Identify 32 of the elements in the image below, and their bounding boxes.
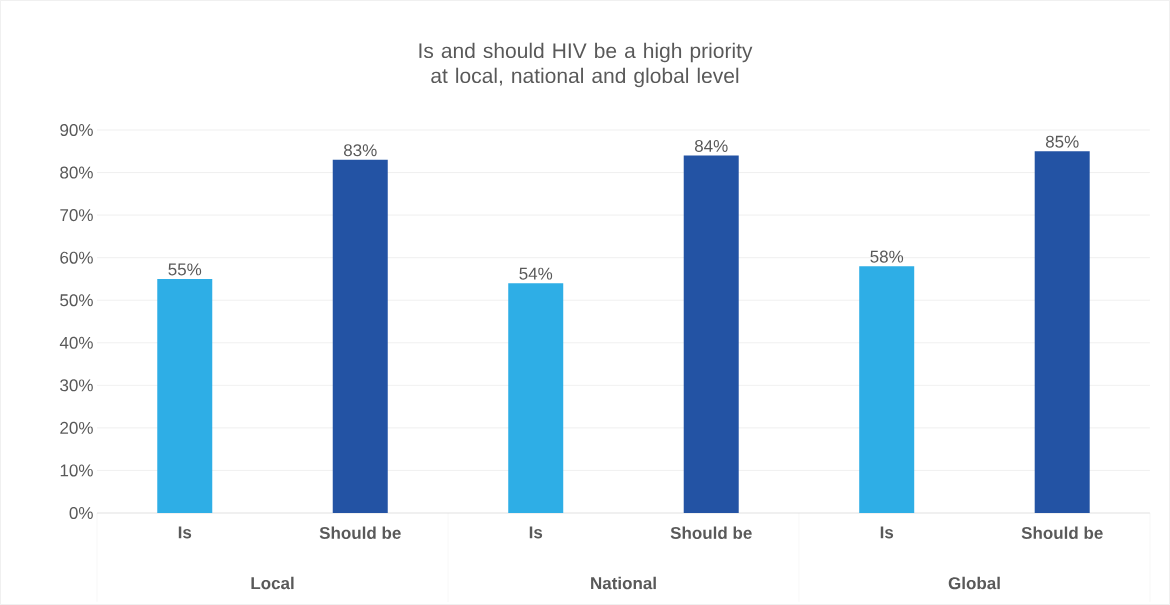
y-tick-label: 70% <box>60 209 93 222</box>
data-label: 84% <box>694 139 728 152</box>
y-tick-label: 20% <box>60 421 93 434</box>
x-tick-label: Is <box>529 526 543 539</box>
data-label: 55% <box>168 263 202 276</box>
bar <box>859 266 915 513</box>
x-tick-label: Is <box>880 526 894 539</box>
y-tick-label: 10% <box>60 464 93 477</box>
bar <box>157 278 213 513</box>
bar <box>332 159 388 513</box>
chart-title: Is and should HIV be a high priority at local, national and global level <box>419 42 753 88</box>
y-tick-label: 90% <box>60 123 93 137</box>
y-tick-label: 60% <box>60 251 93 264</box>
text: National <box>591 576 656 590</box>
x-tick-label: Is <box>178 526 192 539</box>
x-tick-label: Should be <box>670 526 752 540</box>
y-tick-label: 0% <box>69 506 93 520</box>
bar <box>1034 151 1090 513</box>
data-label: 85% <box>1045 135 1079 148</box>
y-tick-label: 80% <box>60 166 93 179</box>
data-label: 58% <box>870 250 904 263</box>
bar <box>508 283 564 513</box>
x-tick-label: Should be <box>1021 526 1103 540</box>
y-tick-label: 30% <box>60 379 93 392</box>
y-tick-label: 40% <box>59 336 93 349</box>
data-label: 54% <box>519 267 553 280</box>
x-tick-label: Should be <box>319 526 401 540</box>
text: Global <box>948 576 1000 590</box>
text: Local <box>251 576 294 590</box>
bar <box>683 155 739 513</box>
data-label: 83% <box>343 144 377 157</box>
y-tick-label: 50% <box>60 294 93 307</box>
